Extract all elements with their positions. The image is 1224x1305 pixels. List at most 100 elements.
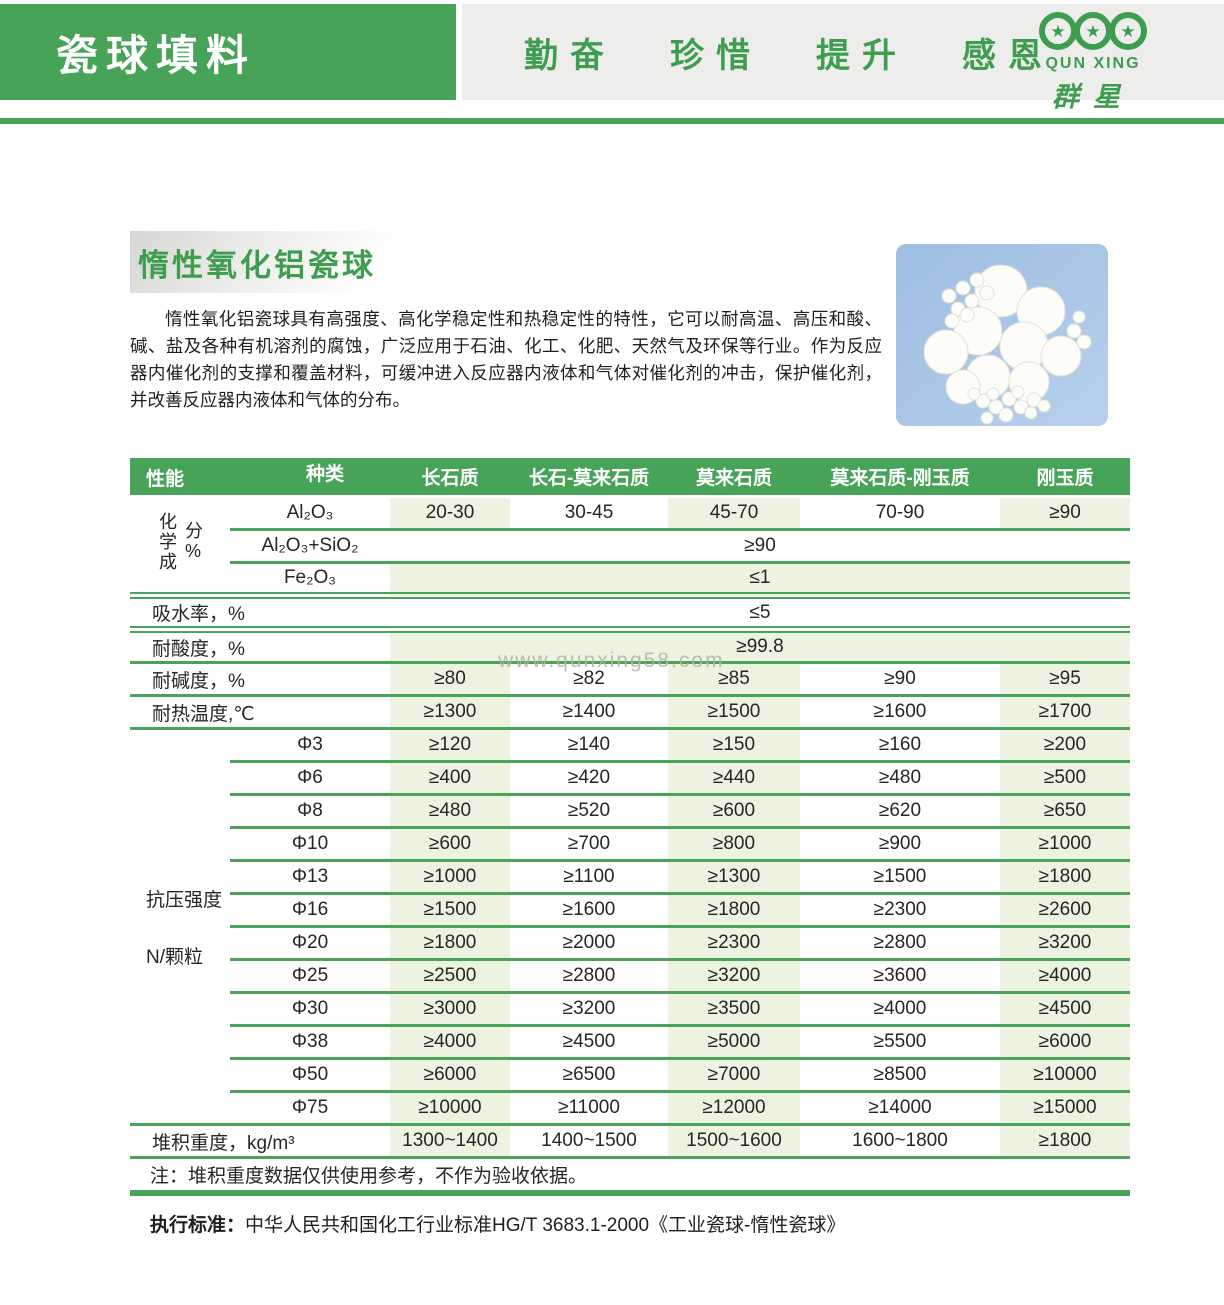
cell-value: ≥160 <box>800 728 1000 762</box>
cell-value-merged: ≤5 <box>390 595 1130 630</box>
product-description: 惰性氧化铝瓷球具有高强度、高化学稳定性和热稳定性的特性，它可以耐高温、高压和酸、… <box>130 309 882 410</box>
cell-value: ≥10000 <box>390 1091 510 1125</box>
row-label: 吸水率，% <box>130 595 390 630</box>
table-bottom-bar <box>130 1189 1130 1196</box>
cell-value: 70-90 <box>800 496 1000 530</box>
row-label: 耐酸度，% <box>130 629 390 663</box>
cell-value: ≥1500 <box>390 893 510 927</box>
cell-value: ≥400 <box>390 761 510 795</box>
cell-value: ≥4500 <box>510 1025 668 1059</box>
table-row: Φ25 ≥2500 ≥2800 ≥3200 ≥3600 ≥4000 <box>130 959 1130 993</box>
company-logo: ★ ★ ★ QUN XING 群星 <box>1028 10 1158 114</box>
svg-text:★: ★ <box>1120 22 1135 41</box>
cell-value: ≥6000 <box>390 1058 510 1092</box>
chemistry-group-label-text: 化学成分% <box>157 512 203 572</box>
cell-value: ≥1600 <box>510 893 668 927</box>
cell-value: ≥82 <box>510 662 668 696</box>
table-row: 吸水率，% ≤5 <box>130 595 1130 630</box>
cell-value: ≥2600 <box>1000 893 1130 927</box>
size-label: Φ50 <box>230 1058 390 1092</box>
cell-value: ≥1500 <box>800 860 1000 894</box>
cell-value: ≥1800 <box>668 893 800 927</box>
row-label: 耐碱度，% <box>130 662 390 696</box>
strength-group-label-lines: 抗压强度 N/颗粒 <box>130 885 230 969</box>
cell-value: 1600~1800 <box>800 1124 1000 1158</box>
table-row: Φ10 ≥600 ≥700 ≥800 ≥900 ≥1000 <box>130 827 1130 861</box>
standard-line: 执行标准：中华人民共和国化工行业标准HG/T 3683.1-2000《工业瓷球-… <box>130 1210 1130 1237</box>
table-row: Fe₂O₃ ≤1 <box>130 562 1130 596</box>
table-row: 化学成分% Al₂O₃ 20-30 30-45 45-70 70-90 ≥90 <box>130 496 1130 596</box>
row-label: Al₂O₃ <box>230 496 390 530</box>
cell-value: ≥3500 <box>668 992 800 1026</box>
cell-value: ≥520 <box>510 794 668 828</box>
column-header: 长石质 <box>390 456 510 498</box>
size-label: Φ8 <box>230 794 390 828</box>
cell-value-merged: ≥99.8 <box>390 629 1130 663</box>
table-row: Φ38 ≥4000 ≥4500 ≥5000 ≥5500 ≥6000 <box>130 1025 1130 1059</box>
cell-value: ≥6000 <box>1000 1025 1130 1059</box>
slogan-list: 勤奋 珍惜 提升 感恩 <box>524 4 1054 100</box>
header-divider <box>0 118 1224 124</box>
table-row: 耐酸度，% ≥99.8 <box>130 629 1130 663</box>
column-header: 刚玉质 <box>1000 456 1130 498</box>
cell-value: ≥150 <box>668 728 800 762</box>
column-header: 莫来石质-刚玉质 <box>800 456 1000 498</box>
strength-group-label-line: N/颗粒 <box>146 946 204 968</box>
logo-chinese-text: 群星 <box>1052 82 1134 112</box>
cell-value: ≥4000 <box>800 992 1000 1026</box>
section-title-block: 惰性氧化铝瓷球 <box>130 231 414 293</box>
cell-value: ≥1600 <box>800 695 1000 729</box>
cell-value: ≥440 <box>668 761 800 795</box>
cell-value: ≥5500 <box>800 1025 1000 1059</box>
slogan-item: 感恩 <box>962 37 1054 75</box>
strength-group-label-line: 抗压强度 <box>146 889 223 911</box>
cell-value: ≥5000 <box>668 1025 800 1059</box>
size-label: Φ20 <box>230 926 390 960</box>
slogan-item: 提升 <box>816 37 908 75</box>
cell-value: ≥1800 <box>1000 860 1130 894</box>
cell-value: ≥2800 <box>510 959 668 993</box>
table-note: 注：堆积重度数据仅供使用参考，不作为验收依据。 <box>130 1157 1130 1190</box>
cell-value: ≥800 <box>668 827 800 861</box>
cell-value: ≥1800 <box>390 926 510 960</box>
table-row: Φ13 ≥1000 ≥1100 ≥1300 ≥1500 ≥1800 <box>130 860 1130 894</box>
size-label: Φ30 <box>230 992 390 1026</box>
cell-value: ≥600 <box>668 794 800 828</box>
spec-table: 种类 性能 长石质 长石-莫来石质 莫来石质 莫来石质-刚玉质 刚玉质 化学成分% Al₂O₃ 2… <box>130 455 1130 1237</box>
logo-latin-text: QUN XING <box>1045 55 1141 72</box>
table-row: 耐热温度,℃ ≥1300 ≥1400 ≥1500 ≥1600 ≥1700 <box>130 695 1130 729</box>
cell-value: ≥600 <box>390 827 510 861</box>
cell-value: ≥1300 <box>390 695 510 729</box>
cell-value: 1500~1600 <box>668 1124 800 1158</box>
slogan-item: 勤奋 <box>524 37 616 75</box>
table-note-row: 注：堆积重度数据仅供使用参考，不作为验收依据。 <box>130 1157 1130 1190</box>
cell-value: ≥90 <box>1000 496 1130 530</box>
cell-value: ≥2300 <box>668 926 800 960</box>
cell-value: ≥650 <box>1000 794 1130 828</box>
cell-value: ≥7000 <box>668 1058 800 1092</box>
cell-value: ≥3200 <box>510 992 668 1026</box>
table-row: 耐碱度，% ≥80 ≥82 ≥85 ≥90 ≥95 <box>130 662 1130 696</box>
cell-value-merged: ≥90 <box>390 529 1130 563</box>
page-title: 瓷球填料 <box>56 31 257 79</box>
cell-value: 1400~1500 <box>510 1124 668 1158</box>
table-row: Φ6 ≥400 ≥420 ≥440 ≥480 ≥500 <box>130 761 1130 795</box>
cell-value: ≥14000 <box>800 1091 1000 1125</box>
svg-text:★: ★ <box>1050 22 1065 41</box>
cell-value: ≥2300 <box>800 893 1000 927</box>
table-row: Φ75 ≥10000 ≥11000 ≥12000 ≥14000 ≥15000 <box>130 1091 1130 1125</box>
cell-value: ≥90 <box>800 662 1000 696</box>
cell-value: ≥480 <box>390 794 510 828</box>
table-row: Al₂O₃+SiO₂ ≥90 <box>130 529 1130 563</box>
cell-value: ≥620 <box>800 794 1000 828</box>
column-header: 莫来石质 <box>668 456 800 498</box>
corner-label-species: 种类 <box>306 464 345 485</box>
table-row: Φ20 ≥1800 ≥2000 ≥2300 ≥2800 ≥3200 <box>130 926 1130 960</box>
cell-value: ≥6500 <box>510 1058 668 1092</box>
corner-cell: 种类 性能 <box>130 456 390 498</box>
size-label: Φ10 <box>230 827 390 861</box>
row-label: Fe₂O₃ <box>230 562 390 596</box>
cell-value: ≥420 <box>510 761 668 795</box>
cell-value: ≥1400 <box>510 695 668 729</box>
